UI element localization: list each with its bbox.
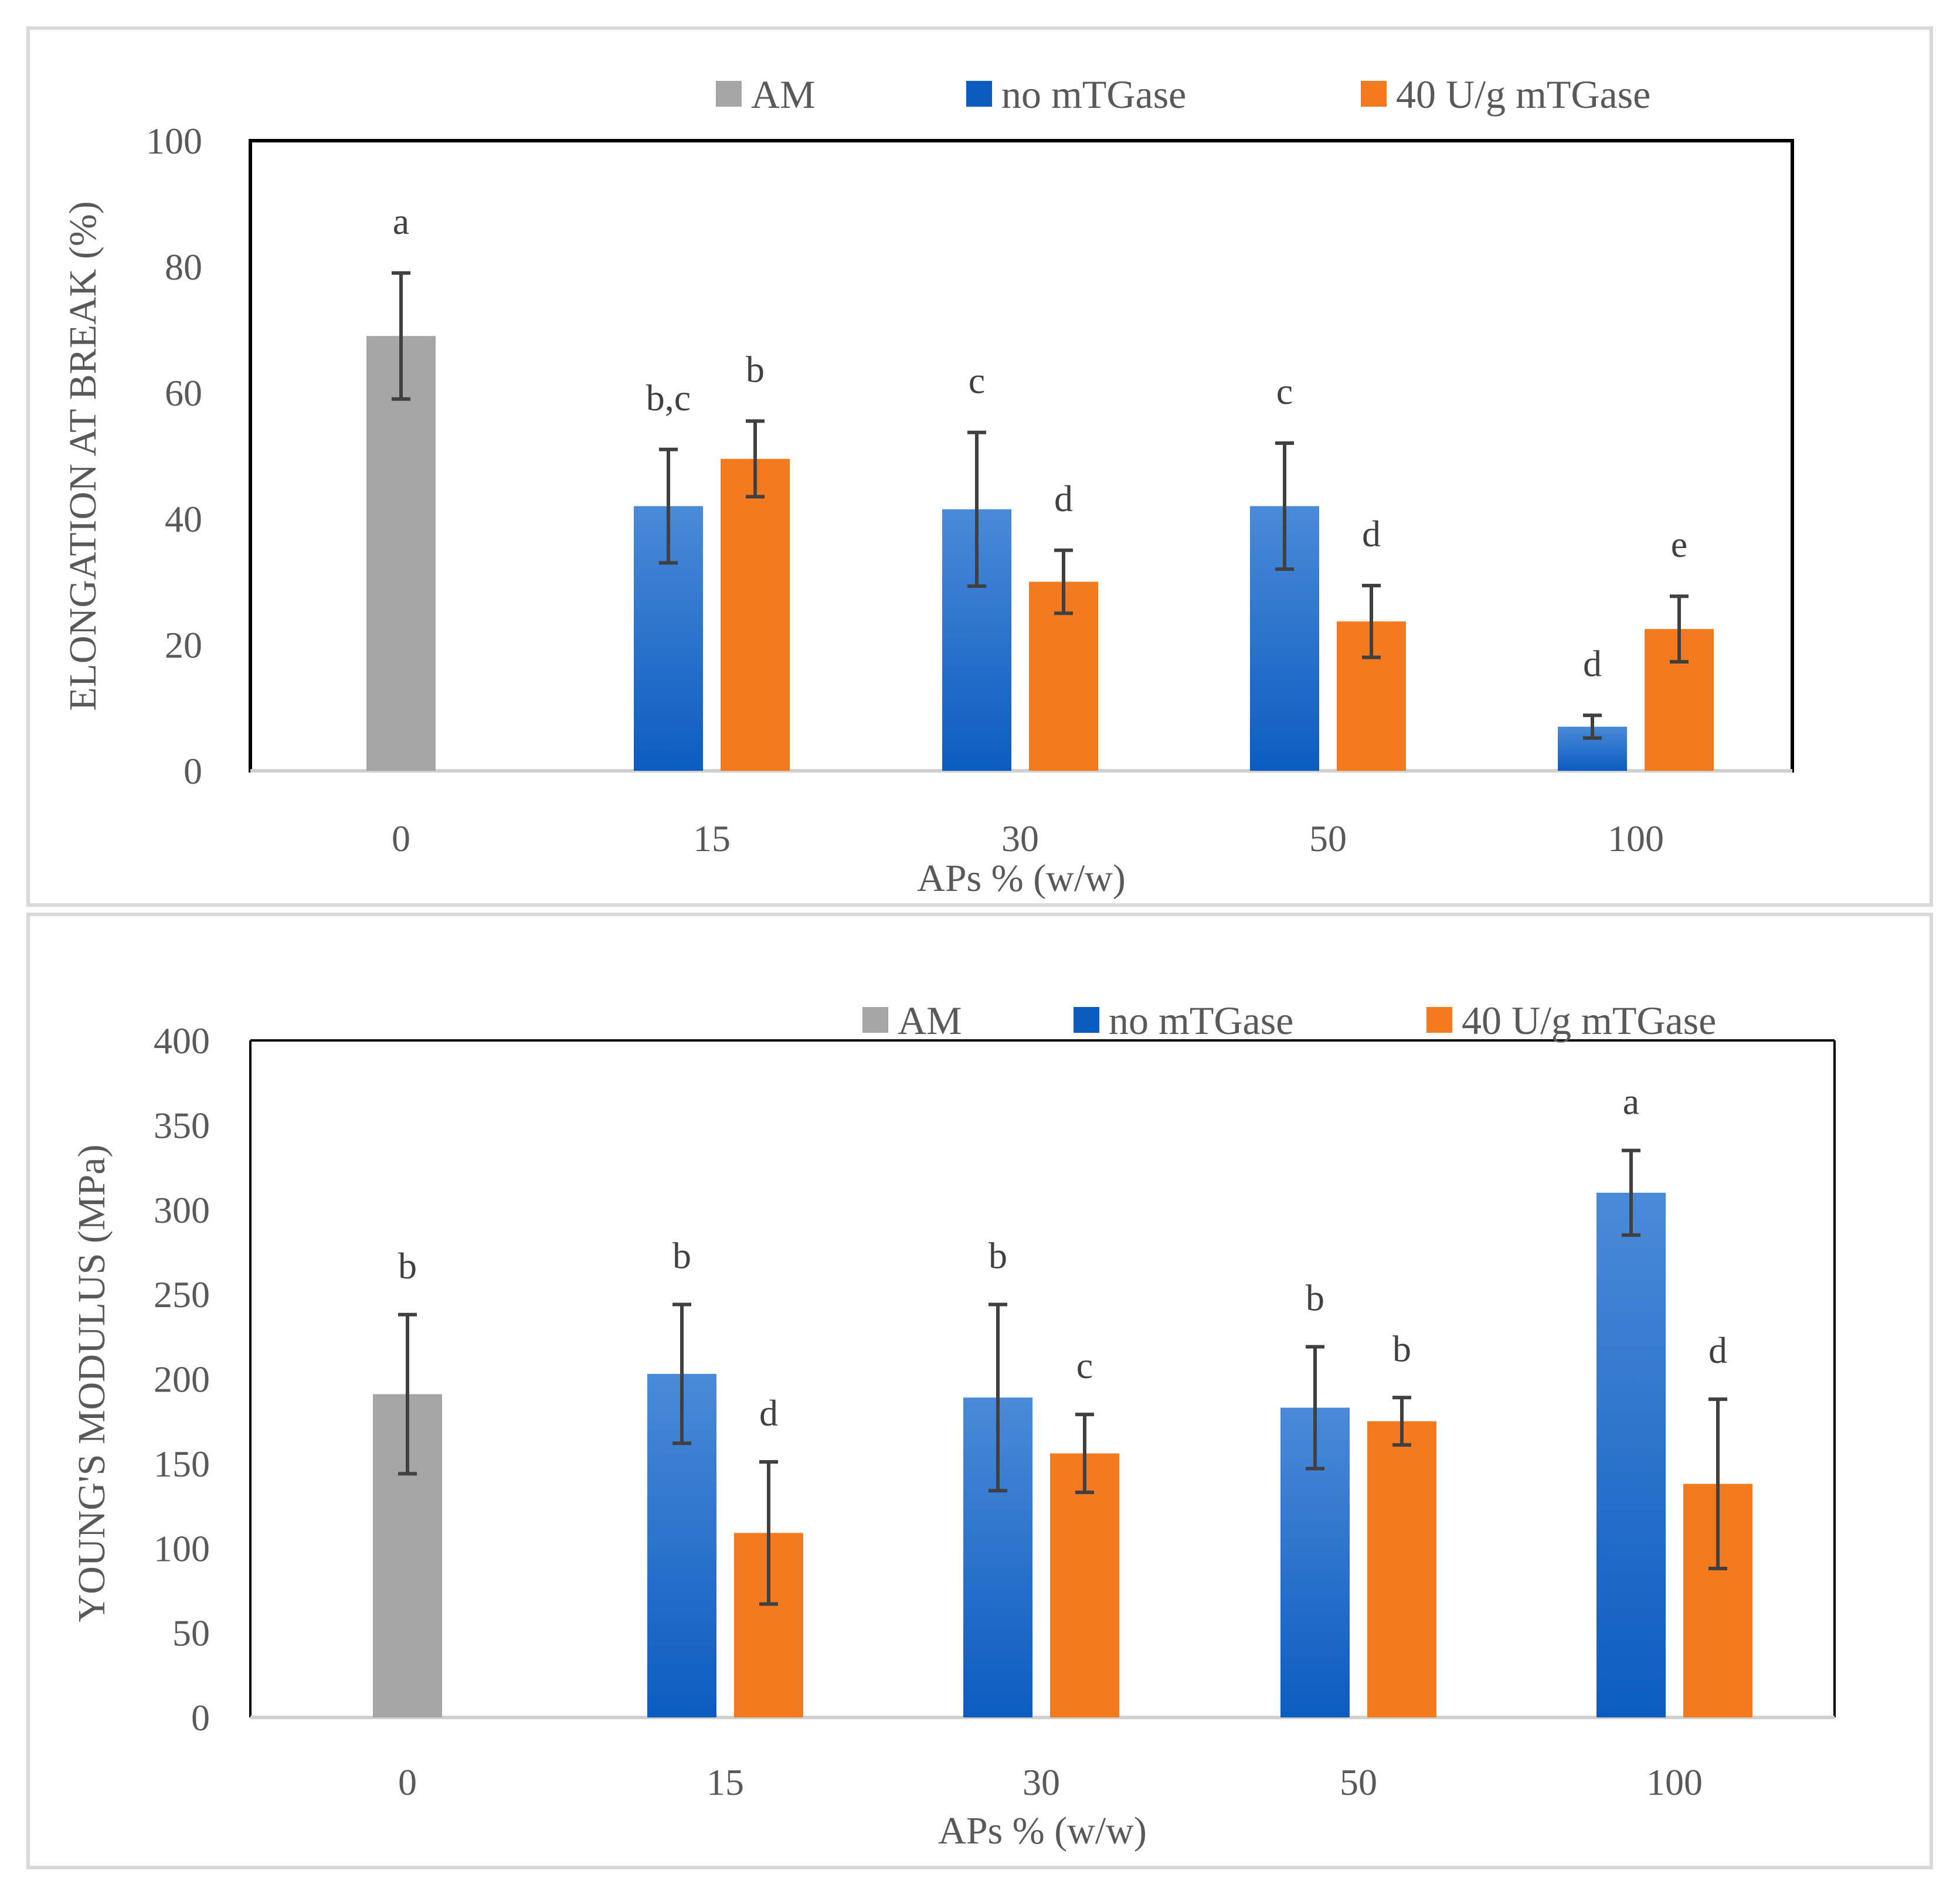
bar-40-u-g-mtgase [1050, 1453, 1119, 1717]
plot-area-frame [249, 139, 1794, 773]
significance-letter: b [746, 348, 765, 390]
significance-letter: b [989, 1234, 1007, 1276]
y-tick-label: 0 [191, 1697, 210, 1739]
legend-swatch-0 [862, 1007, 888, 1033]
legend-swatch-0 [716, 81, 742, 107]
significance-letter: d [759, 1392, 778, 1434]
x-tick-label: 50 [1309, 818, 1347, 859]
significance-letter: e [1671, 523, 1687, 565]
y-tick-label: 400 [154, 1020, 210, 1062]
significance-letter: c [1276, 370, 1293, 412]
y-tick-label: 300 [154, 1189, 210, 1231]
significance-letter: a [393, 200, 409, 242]
significance-letter: c [1076, 1345, 1093, 1386]
significance-letter: d [1583, 642, 1602, 684]
x-axis-label: APs % (w/w) [917, 857, 1126, 900]
significance-letter: b [398, 1245, 417, 1287]
legend-label: no mTGase [1001, 72, 1186, 117]
x-tick-label: 0 [398, 1761, 417, 1803]
x-tick-label: 100 [1608, 818, 1664, 859]
significance-letter: d [1054, 478, 1073, 519]
y-tick-label: 200 [154, 1359, 210, 1400]
x-tick-label: 0 [392, 818, 410, 859]
y-tick-label: 100 [154, 1528, 210, 1569]
x-tick-label: 15 [706, 1761, 744, 1803]
x-axis-label: APs % (w/w) [938, 1809, 1147, 1852]
legend-label: 40 U/g mTGase [1462, 998, 1716, 1043]
y-axis-label: YOUNG'S MODULUS (MPa) [70, 1145, 113, 1622]
y-tick-label: 60 [165, 372, 202, 414]
significance-letter: d [1708, 1329, 1727, 1371]
y-tick-label: 250 [154, 1274, 210, 1315]
y-tick-label: 150 [154, 1443, 210, 1485]
chart-panel-border [26, 26, 1933, 907]
legend-swatch-2 [1361, 81, 1387, 107]
y-tick-label: 40 [165, 498, 202, 540]
chart-panel-border [26, 913, 1933, 1869]
legend-swatch-2 [1426, 1007, 1452, 1033]
legend-label: 40 U/g mTGase [1396, 72, 1650, 117]
significance-letter: b [1306, 1277, 1324, 1319]
significance-letter: a [1623, 1081, 1639, 1122]
bar-40-u-g-mtgase [1367, 1421, 1436, 1717]
legend-label: no mTGase [1109, 998, 1293, 1043]
significance-letter: c [969, 360, 985, 402]
bar-no-mtgase [1596, 1192, 1666, 1717]
x-tick-label: 15 [693, 818, 731, 859]
y-tick-label: 20 [165, 624, 202, 666]
bar-40-u-g-mtgase [721, 458, 790, 771]
significance-letter: b,c [646, 377, 691, 419]
chart-1: 0 20 40 60 80 100 ELONGATION AT BREAK (%) 0 15 30… [26, 26, 1933, 907]
legend-swatch-1 [966, 81, 992, 107]
legend-swatch-1 [1074, 1007, 1099, 1033]
y-tick-label: 350 [154, 1104, 210, 1146]
y-tick-label: 50 [172, 1613, 210, 1654]
legend-label: AM [898, 998, 962, 1043]
y-tick-label: 100 [146, 120, 202, 162]
significance-letter: d [1362, 513, 1381, 555]
x-tick-label: 50 [1340, 1761, 1377, 1803]
y-axis-label: ELONGATION AT BREAK (%) [62, 201, 104, 711]
significance-letter: b [672, 1234, 691, 1276]
significance-letter: b [1392, 1328, 1411, 1369]
y-tick-label: 0 [184, 750, 202, 792]
bar-am [366, 336, 436, 771]
legend-label: AM [751, 72, 816, 117]
x-tick-label: 100 [1646, 1761, 1703, 1803]
x-tick-label: 30 [1001, 818, 1039, 859]
charts-root: 0 20 40 60 80 100 ELONGATION AT BREAK (%) 0 15 30… [26, 26, 1933, 1869]
y-tick-label: 80 [165, 246, 202, 288]
x-tick-label: 30 [1023, 1761, 1060, 1803]
